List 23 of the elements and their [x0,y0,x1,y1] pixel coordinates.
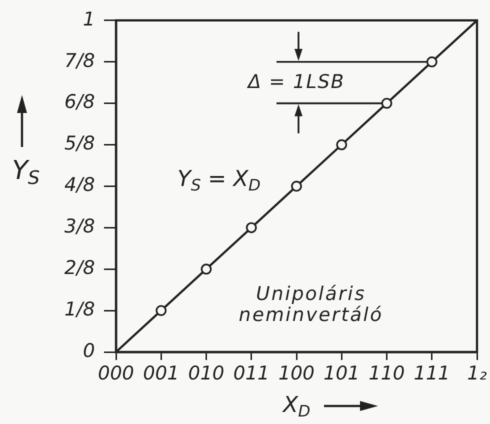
x-tick-label: 100 [278,362,315,384]
x-tick-label: 011 [233,362,270,384]
x-tick-label: 001 [142,362,180,384]
y-tick-label: 5/8 [64,132,95,155]
x-tick-label: 1₂ [467,362,488,384]
annotation: Unipoláris neminvertáló [238,282,384,328]
x-tick-label: 000 [98,362,134,384]
x-tick-label: 111 [414,362,450,384]
x-axis-title: X$_{D}$ [283,392,310,420]
x-tick-label: 101 [323,362,360,384]
y-tick-label: 6/8 [64,91,95,114]
x-tick-label: 110 [368,362,405,384]
y-tick-label: 3/8 [64,216,95,238]
annotation: Δ = 1LSB [248,70,345,94]
x-tick-label: 010 [188,362,224,384]
y-axis-title: Y$_{S}$ [12,156,40,190]
y-tick-label: 2/8 [64,257,95,280]
y-tick-label: 1 [82,8,95,30]
y-tick-label: 0 [82,340,95,362]
y-tick-label: 4/8 [64,174,95,196]
y-tick-label: 7/8 [64,50,95,72]
annotation: Y$_{S}$ = X$_{D}$ [177,167,261,194]
y-tick-label: 1/8 [64,298,95,320]
